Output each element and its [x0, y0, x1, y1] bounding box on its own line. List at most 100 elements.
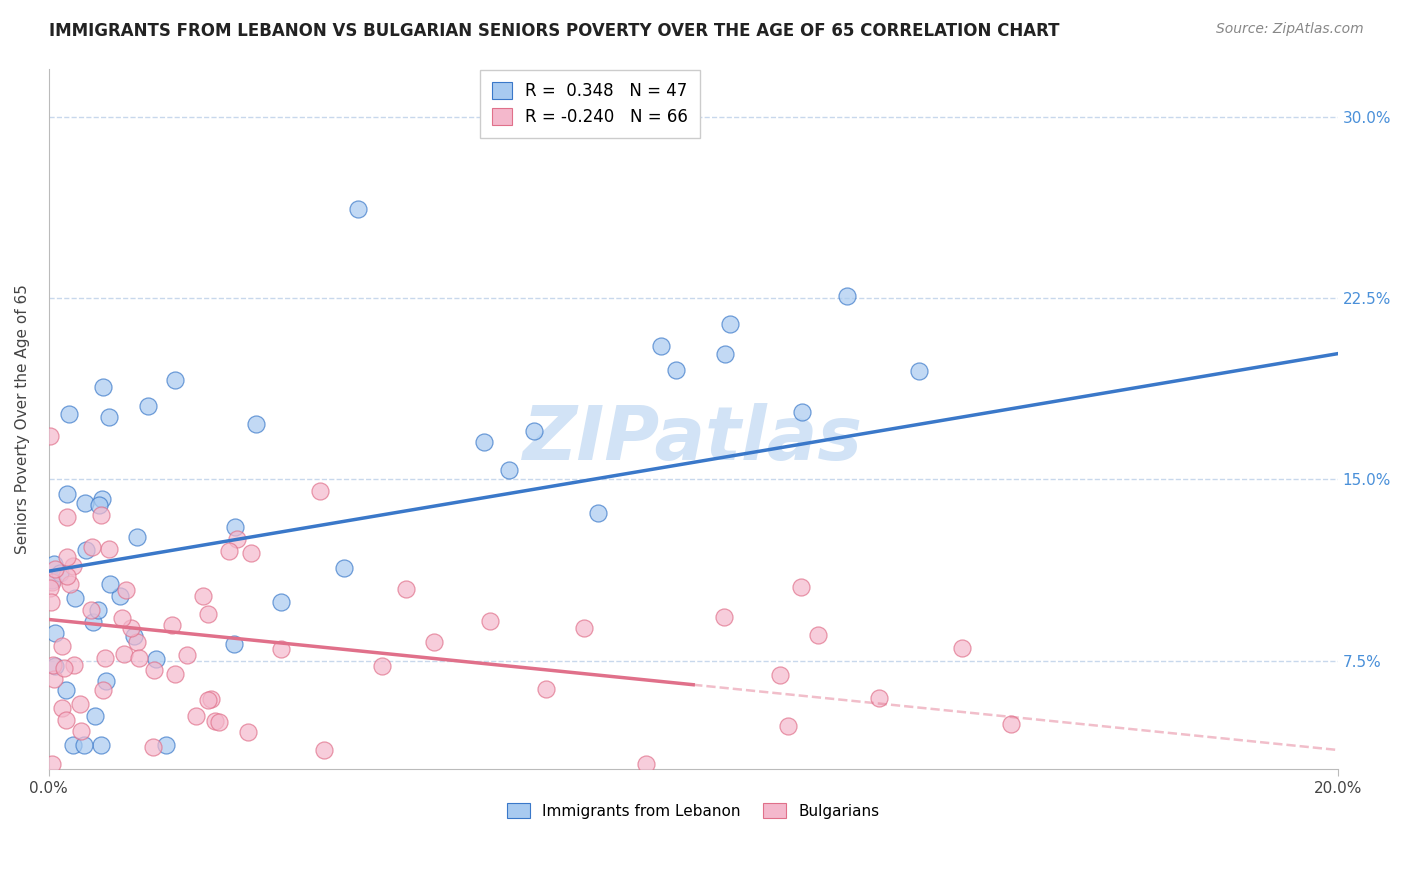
- Point: [498, 463, 520, 477]
- Point: [197, 693, 219, 707]
- Point: [87, 498, 110, 512]
- Point: [270, 595, 292, 609]
- Y-axis label: Seniors Poverty Over the Age of 65: Seniors Poverty Over the Age of 65: [15, 284, 30, 554]
- Point: [125, 530, 148, 544]
- Point: [98, 577, 121, 591]
- Point: [163, 373, 186, 387]
- Point: [950, 640, 973, 655]
- Point: [371, 658, 394, 673]
- Point: [790, 404, 813, 418]
- Point: [55, 509, 77, 524]
- Point: [55, 682, 77, 697]
- Point: [184, 709, 207, 723]
- Point: [1000, 716, 1022, 731]
- Point: [128, 651, 150, 665]
- Point: [82, 540, 104, 554]
- Point: [713, 610, 735, 624]
- Point: [39, 595, 62, 609]
- Point: [51, 701, 73, 715]
- Point: [120, 621, 142, 635]
- Point: [312, 742, 335, 756]
- Point: [97, 409, 120, 424]
- Point: [39, 581, 62, 595]
- Point: [155, 738, 177, 752]
- Point: [53, 660, 76, 674]
- Point: [58, 407, 80, 421]
- Point: [41, 757, 63, 772]
- Point: [86, 603, 108, 617]
- Point: [160, 618, 183, 632]
- Point: [309, 483, 332, 498]
- Point: [574, 621, 596, 635]
- Point: [333, 561, 356, 575]
- Point: [63, 591, 86, 606]
- Text: IMMIGRANTS FROM LEBANON VS BULGARIAN SENIORS POVERTY OVER THE AGE OF 65 CORRELAT: IMMIGRANTS FROM LEBANON VS BULGARIAN SEN…: [49, 22, 1060, 40]
- Point: [73, 496, 96, 510]
- Point: [44, 626, 66, 640]
- Point: [478, 614, 501, 628]
- Point: [122, 628, 145, 642]
- Point: [44, 672, 66, 686]
- Legend: Immigrants from Lebanon, Bulgarians: Immigrants from Lebanon, Bulgarians: [501, 797, 886, 825]
- Point: [176, 648, 198, 663]
- Point: [108, 589, 131, 603]
- Point: [868, 690, 890, 705]
- Point: [59, 577, 82, 591]
- Point: [197, 607, 219, 622]
- Point: [127, 635, 149, 649]
- Point: [191, 589, 214, 603]
- Point: [90, 738, 112, 752]
- Point: [91, 492, 114, 507]
- Point: [42, 658, 65, 673]
- Point: [664, 362, 686, 376]
- Point: [588, 506, 610, 520]
- Point: [907, 363, 929, 377]
- Point: [94, 651, 117, 665]
- Point: [91, 682, 114, 697]
- Point: [474, 434, 496, 449]
- Point: [835, 289, 858, 303]
- Point: [347, 202, 370, 216]
- Point: [270, 642, 292, 657]
- Point: [41, 573, 63, 587]
- Point: [56, 487, 79, 501]
- Point: [245, 417, 267, 431]
- Point: [80, 603, 103, 617]
- Point: [790, 580, 813, 594]
- Point: [42, 557, 65, 571]
- Point: [112, 647, 135, 661]
- Point: [115, 582, 138, 597]
- Point: [90, 508, 112, 522]
- Point: [73, 738, 96, 752]
- Point: [204, 714, 226, 728]
- Point: [224, 520, 246, 534]
- Point: [44, 562, 66, 576]
- Text: ZIPatlas: ZIPatlas: [523, 403, 863, 476]
- Point: [69, 697, 91, 711]
- Point: [55, 549, 77, 564]
- Point: [62, 738, 84, 752]
- Point: [768, 668, 790, 682]
- Point: [714, 346, 737, 360]
- Point: [523, 425, 546, 439]
- Text: Source: ZipAtlas.com: Source: ZipAtlas.com: [1216, 22, 1364, 37]
- Point: [94, 673, 117, 688]
- Point: [51, 640, 73, 654]
- Point: [55, 568, 77, 582]
- Point: [423, 635, 446, 649]
- Point: [807, 628, 830, 642]
- Point: [238, 724, 260, 739]
- Point: [218, 543, 240, 558]
- Point: [69, 724, 91, 739]
- Point: [395, 582, 418, 597]
- Point: [650, 339, 672, 353]
- Point: [718, 318, 741, 332]
- Point: [142, 739, 165, 754]
- Point: [84, 709, 107, 723]
- Point: [97, 541, 120, 556]
- Point: [91, 380, 114, 394]
- Point: [111, 611, 134, 625]
- Point: [62, 559, 84, 574]
- Point: [143, 663, 166, 677]
- Point: [145, 652, 167, 666]
